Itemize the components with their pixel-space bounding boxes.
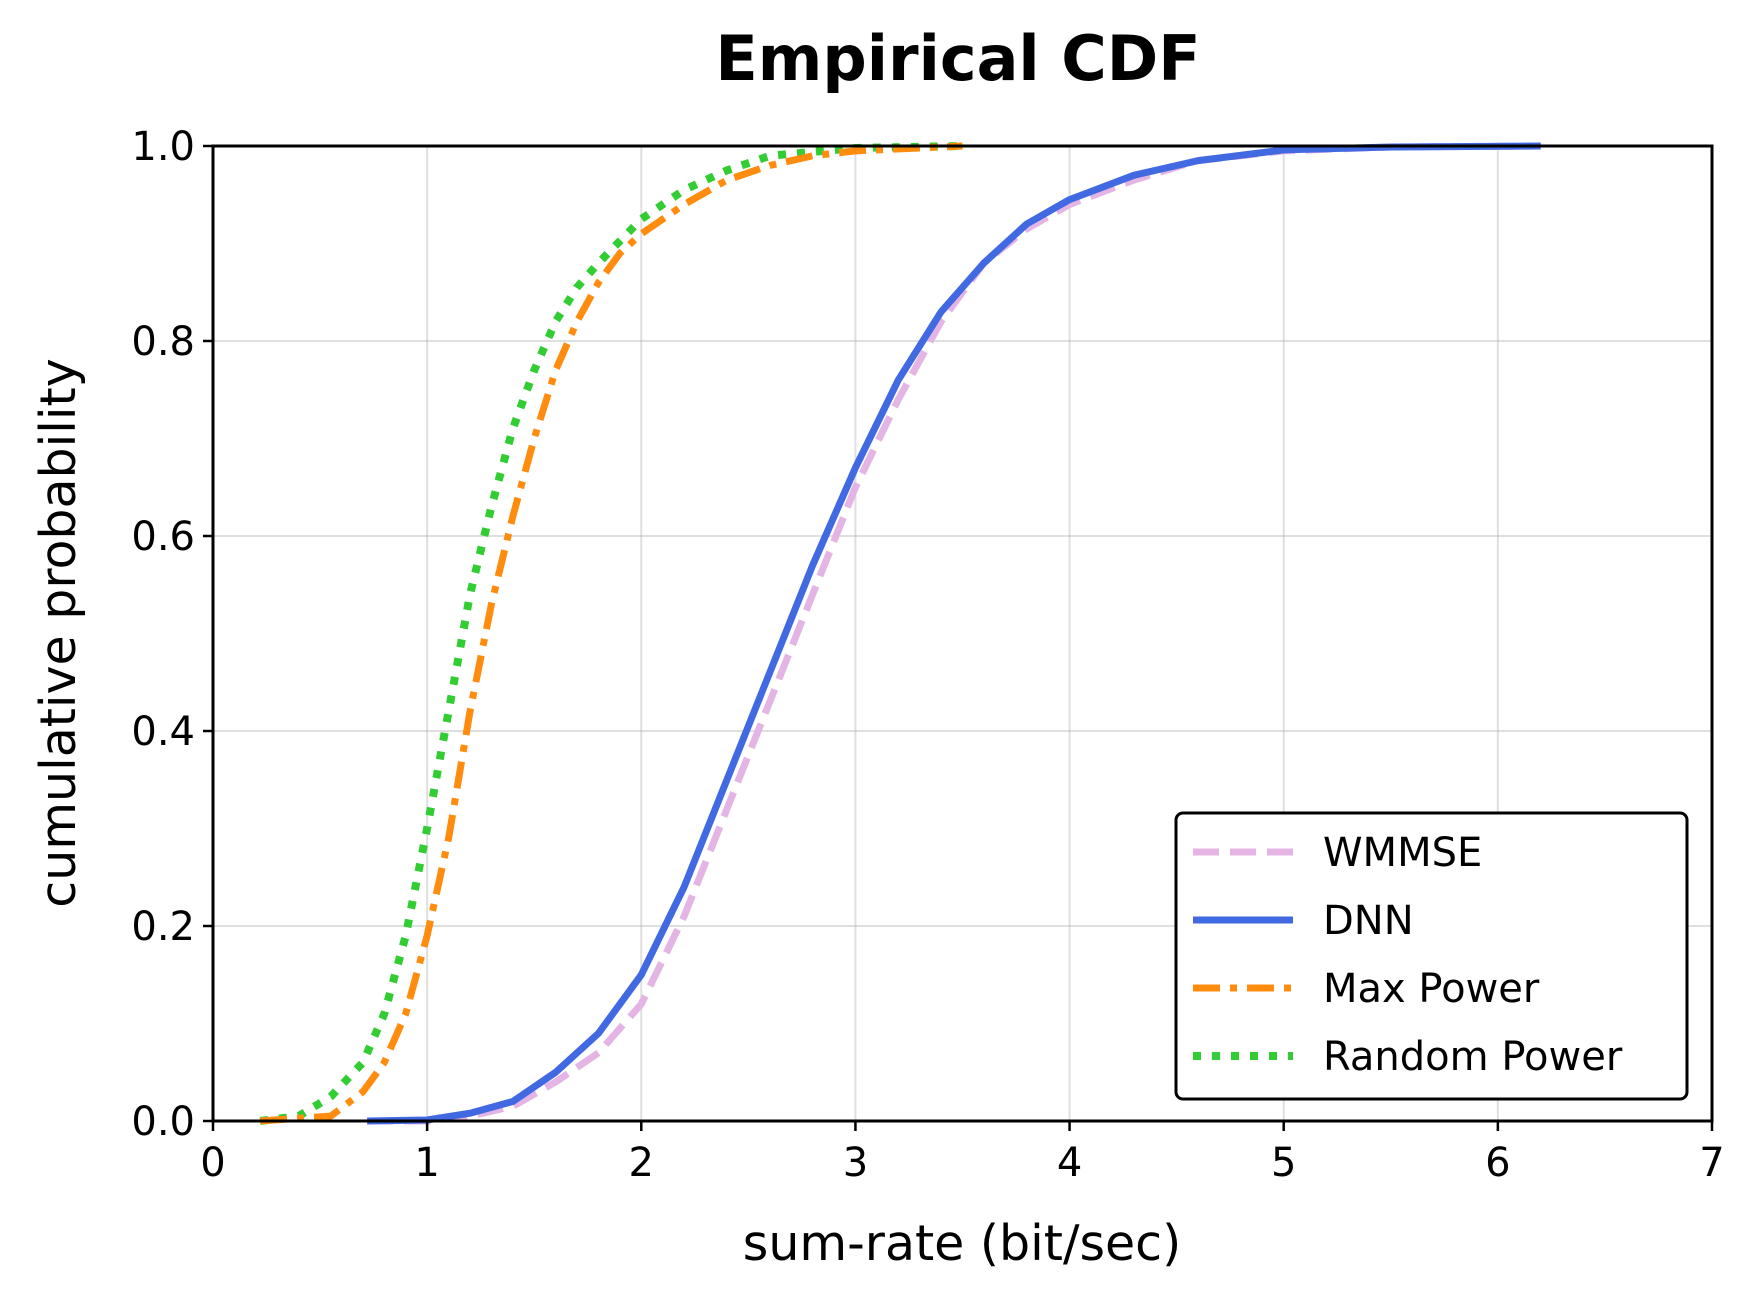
plot-frame xyxy=(211,144,1714,1123)
x-axis-ticks: 0 1 2 3 4 5 6 7 xyxy=(200,1121,1725,1186)
legend: WMMSE DNN Max Power Random Power xyxy=(1174,811,1689,1101)
legend-box xyxy=(1174,811,1689,1101)
y-axis-label: cumulative probability xyxy=(30,358,87,907)
x-axis-label: sum-rate (bit/sec) xyxy=(743,1215,1181,1272)
y-tick-label: 1.0 xyxy=(131,124,195,170)
x-tick-label: 4 xyxy=(1057,1140,1082,1186)
series-line-max-power xyxy=(259,142,963,1125)
x-tick-label: 0 xyxy=(200,1140,225,1186)
y-tick-label: 0.8 xyxy=(131,319,195,365)
x-tick-label: 3 xyxy=(843,1140,868,1186)
series-line-dnn xyxy=(367,142,1541,1125)
x-tick-label: 5 xyxy=(1271,1140,1296,1186)
legend-label: Max Power xyxy=(1323,966,1540,1012)
y-tick-label: 0.4 xyxy=(131,709,195,755)
chart-title: Empirical CDF xyxy=(715,22,1200,95)
y-tick-label: 0.2 xyxy=(131,904,195,950)
legend-label: Random Power xyxy=(1323,1034,1623,1080)
x-tick-label: 7 xyxy=(1699,1140,1724,1186)
y-tick-label: 0.6 xyxy=(131,514,195,560)
x-tick-label: 6 xyxy=(1485,1140,1510,1186)
series-line-random-power xyxy=(259,142,963,1125)
legend-label: DNN xyxy=(1323,898,1414,944)
y-axis-ticks: 0.0 0.2 0.4 0.6 0.8 1.0 xyxy=(131,124,213,1145)
y-tick-label: 0.0 xyxy=(131,1099,195,1145)
series-layer xyxy=(259,142,1541,1125)
x-tick-label: 1 xyxy=(414,1140,439,1186)
x-tick-label: 2 xyxy=(629,1140,654,1186)
legend-label: WMMSE xyxy=(1323,830,1482,876)
